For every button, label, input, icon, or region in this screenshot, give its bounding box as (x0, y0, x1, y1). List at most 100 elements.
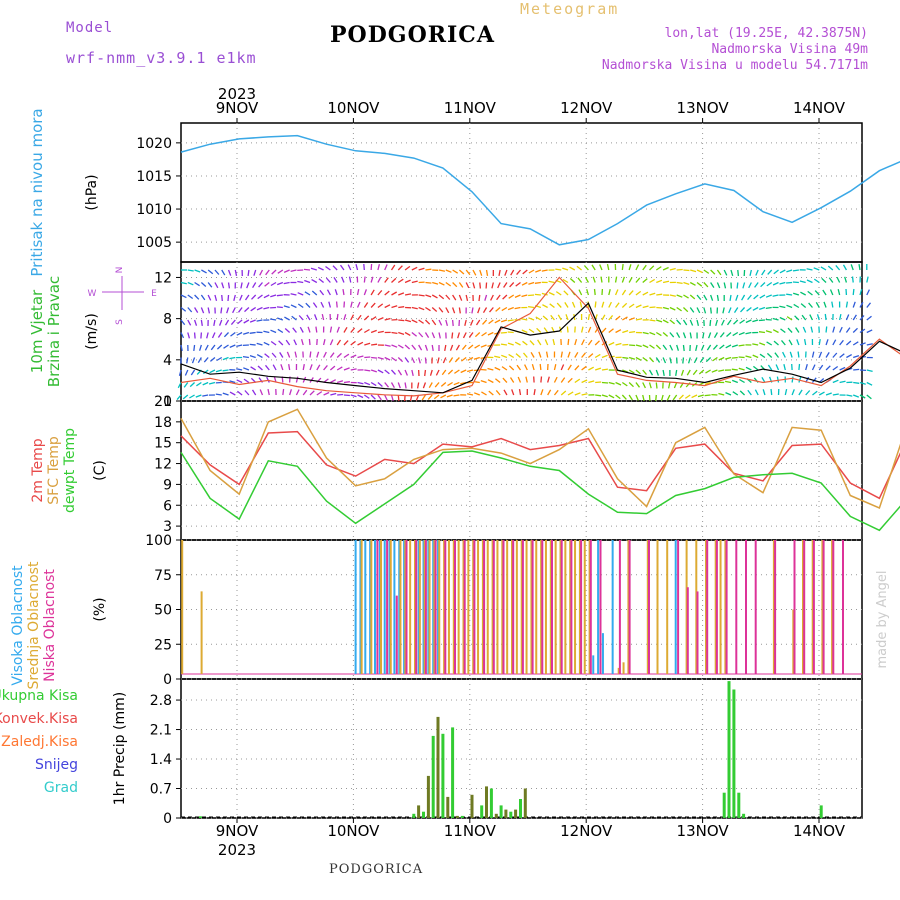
cloud-ytick-label: 25 (154, 637, 172, 653)
wind-arrow (203, 357, 209, 363)
wind-arrow (418, 294, 425, 297)
wind-arrow (200, 294, 206, 301)
wind-arrow (691, 394, 698, 399)
wind-arrow (752, 306, 759, 311)
wind-arrow (397, 382, 401, 389)
wind-arrow (601, 327, 607, 333)
wind-arrow (866, 289, 870, 296)
wind-arrow (538, 351, 542, 358)
wind-arrow (201, 269, 207, 274)
wind-arrow (211, 332, 216, 339)
wind-arrow (579, 301, 583, 308)
wind-arrow (398, 306, 405, 309)
wind-arrow (696, 294, 702, 301)
wind-arrow (370, 394, 376, 400)
wind-arrow (669, 306, 676, 311)
wind-arrow (649, 319, 656, 322)
wind-arrow (309, 364, 313, 371)
wind-arrow (628, 394, 633, 401)
wind-arrow (473, 356, 480, 360)
wind-arrow (524, 364, 528, 371)
wind-arrow (479, 269, 483, 276)
wind-arrow (481, 331, 487, 337)
wind-arrow (302, 363, 305, 371)
wind-arrow (547, 376, 550, 383)
wind-arrow (507, 319, 514, 322)
wind-arrow (811, 351, 815, 358)
wind-arrow (180, 319, 186, 326)
wind-arrow (284, 328, 291, 333)
temperature-ytick-label: 12 (154, 457, 172, 473)
wind-arrow (286, 351, 291, 358)
wind-arrow (404, 265, 411, 271)
wind-arrow (438, 281, 445, 286)
wind-arrow (308, 338, 311, 346)
wind-arrow (762, 389, 766, 396)
wind-arrow (390, 394, 394, 401)
wind-arrow (686, 369, 691, 376)
wind-arrow (243, 378, 250, 384)
wind-arrow (370, 302, 376, 308)
wind-arrow (746, 306, 752, 312)
wind-arrow (364, 381, 371, 386)
wind-arrow (279, 352, 284, 358)
wind-arrow (282, 388, 285, 396)
wind-arrow (716, 269, 722, 276)
wind-arrow (507, 306, 514, 311)
wind-arrow (237, 319, 243, 325)
wind-arrow (703, 282, 709, 288)
precip-legend-4: Grad (44, 780, 78, 796)
wind-arrow (343, 353, 350, 359)
wind-arrow (325, 265, 331, 271)
wind-arrow (202, 394, 209, 397)
wind-arrow (563, 290, 569, 296)
wind-arrow (759, 353, 766, 359)
wind-arrow (754, 282, 759, 288)
temperature-ytick-label: 3 (163, 519, 172, 535)
wind-arrow (806, 279, 813, 284)
wind-arrow (560, 364, 565, 371)
wind-arrow (859, 301, 864, 308)
wind-arrow (214, 282, 219, 289)
wind-arrow (779, 316, 786, 321)
wind-arrow (249, 331, 256, 334)
wind-arrow (662, 332, 669, 337)
wind-arrow (815, 301, 820, 308)
wind-arrow (800, 303, 807, 308)
wind-arrow (356, 288, 360, 296)
wind-arrow (655, 394, 657, 402)
precip-bar (198, 816, 202, 818)
wind-arrow (859, 328, 866, 334)
wind-arrow (628, 290, 634, 296)
wind-arrow (229, 380, 236, 384)
wind-arrow (667, 382, 671, 389)
wind-arrow (277, 269, 284, 274)
wind-arrow (642, 394, 645, 401)
wind-arrow (356, 301, 361, 308)
wind-arrow (309, 351, 312, 358)
wind-arrow (300, 339, 304, 346)
wind-arrow (336, 352, 342, 358)
wind-arrow (779, 269, 786, 274)
wind-arrow (280, 364, 284, 371)
wind-arrow (350, 301, 353, 308)
wind-arrow (465, 294, 469, 302)
precip-ytick-label: 1.4 (150, 752, 172, 768)
wind-arrow (446, 394, 453, 398)
wind-arrow (337, 393, 344, 396)
wind-arrow (621, 394, 627, 400)
wind-ylabel-0: 10m Vjetar (28, 289, 46, 373)
wind-arrow (214, 294, 218, 301)
precip-bar (470, 794, 474, 818)
wind-arrow (816, 314, 820, 321)
wind-arrow (222, 356, 229, 361)
wind-arrow (227, 269, 232, 276)
wind-arrow (186, 357, 189, 364)
wind-arrow (745, 331, 752, 335)
top-day-label: 11NOV (444, 99, 497, 117)
wind-arrow (608, 301, 612, 308)
wind-arrow (766, 352, 773, 358)
wind-arrow (800, 291, 806, 296)
wind-arrow (477, 307, 481, 314)
wind-arrow (587, 353, 594, 358)
